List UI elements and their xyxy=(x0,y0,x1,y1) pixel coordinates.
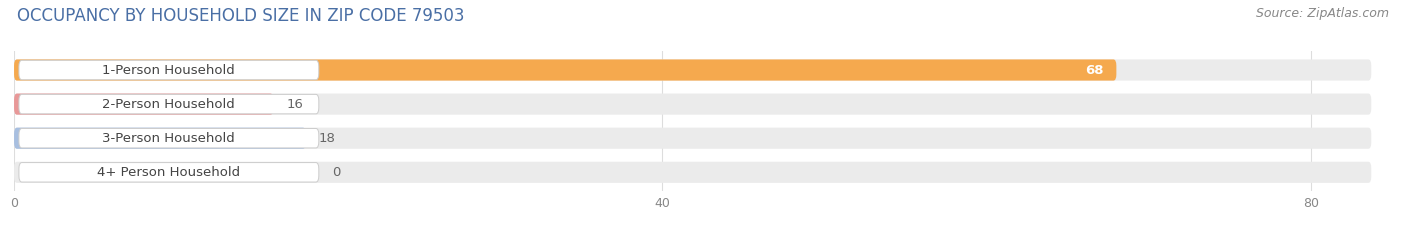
Text: Source: ZipAtlas.com: Source: ZipAtlas.com xyxy=(1256,7,1389,20)
FancyBboxPatch shape xyxy=(14,59,1371,81)
FancyBboxPatch shape xyxy=(14,93,273,115)
Text: 16: 16 xyxy=(287,98,304,111)
Text: 4+ Person Household: 4+ Person Household xyxy=(97,166,240,179)
FancyBboxPatch shape xyxy=(18,128,319,148)
FancyBboxPatch shape xyxy=(18,60,319,80)
Text: OCCUPANCY BY HOUSEHOLD SIZE IN ZIP CODE 79503: OCCUPANCY BY HOUSEHOLD SIZE IN ZIP CODE … xyxy=(17,7,464,25)
Text: 68: 68 xyxy=(1085,64,1104,76)
Text: 2-Person Household: 2-Person Household xyxy=(103,98,235,111)
FancyBboxPatch shape xyxy=(14,128,1371,149)
FancyBboxPatch shape xyxy=(14,128,307,149)
FancyBboxPatch shape xyxy=(14,162,1371,183)
FancyBboxPatch shape xyxy=(18,163,319,182)
Text: 18: 18 xyxy=(319,132,336,145)
Text: 1-Person Household: 1-Person Household xyxy=(103,64,235,76)
Text: 3-Person Household: 3-Person Household xyxy=(103,132,235,145)
FancyBboxPatch shape xyxy=(14,93,1371,115)
FancyBboxPatch shape xyxy=(14,59,1116,81)
FancyBboxPatch shape xyxy=(18,94,319,114)
Text: 0: 0 xyxy=(332,166,340,179)
